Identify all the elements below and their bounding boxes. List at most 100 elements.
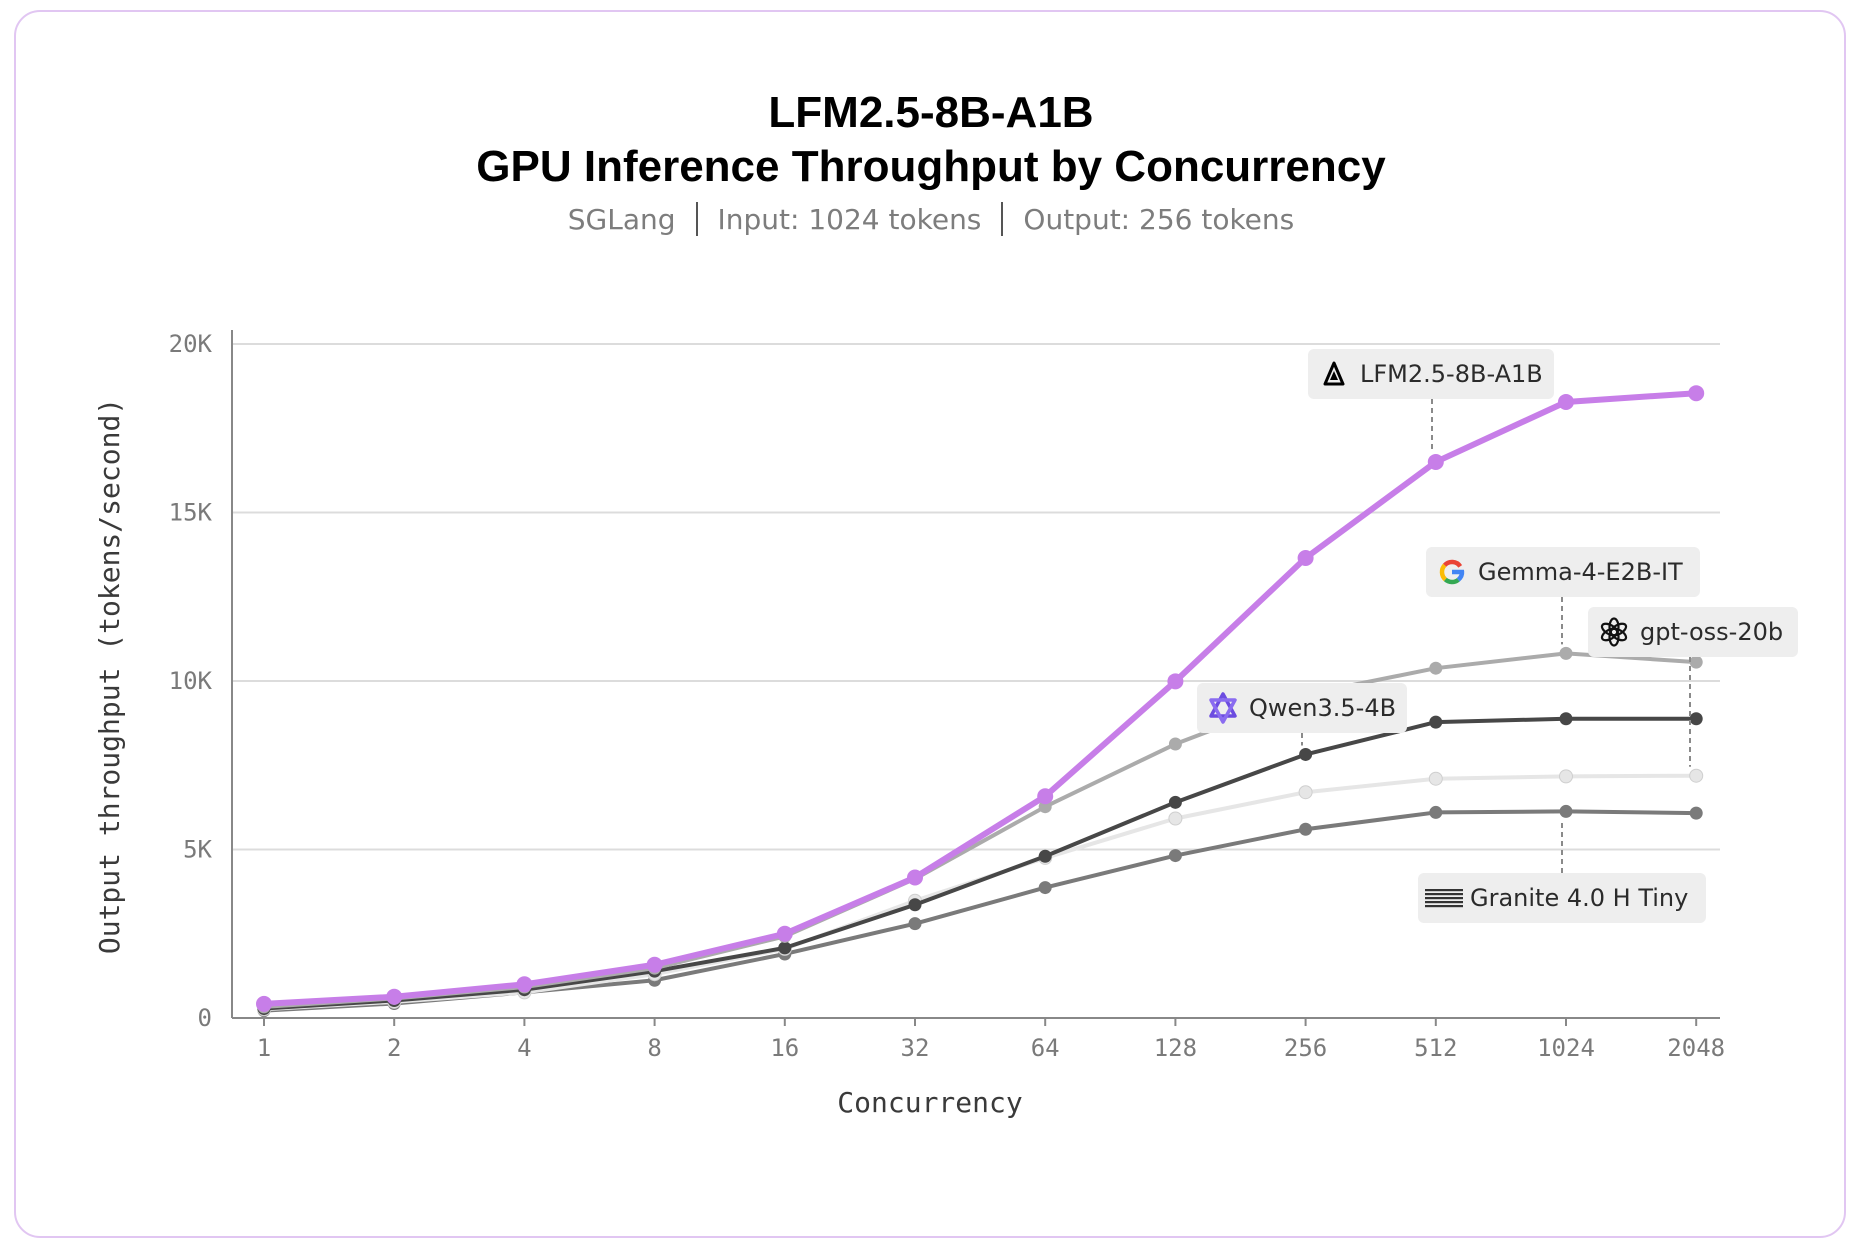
y-tick-label: 15K (169, 499, 213, 527)
x-tick-label: 2 (387, 1034, 401, 1062)
x-tick-label: 8 (647, 1034, 661, 1062)
ibm-logo-stripe (1425, 893, 1463, 896)
data-point (516, 976, 533, 993)
data-point (1427, 453, 1444, 470)
y-tick-label: 10K (169, 667, 213, 695)
x-axis-title: Concurrency (837, 1086, 1022, 1119)
y-tick-label: 5K (183, 836, 212, 864)
series-line (262, 716, 1699, 1011)
subtitle-divider (1001, 202, 1004, 236)
data-point (1688, 385, 1705, 402)
series-lfm2-5-8b-a1b (256, 385, 1705, 1012)
chart-subtitle: SGLang Input: 1024 tokens Output: 256 toke… (0, 202, 1862, 236)
data-point (646, 956, 663, 973)
data-point (1168, 811, 1183, 826)
google-logo-arc (1439, 563, 1448, 582)
data-point (1038, 881, 1052, 895)
chart-card (14, 10, 1846, 1238)
ibm-logo-stripe (1425, 897, 1463, 900)
ibm-logo-stripe (1425, 901, 1463, 904)
data-point (1168, 737, 1182, 751)
series-line (261, 390, 1700, 1007)
callout-label: Qwen3.5-4B (1249, 694, 1396, 722)
data-point (778, 941, 792, 955)
x-tick-label: 2048 (1667, 1034, 1725, 1062)
qwen-logo-icon (1209, 692, 1237, 724)
data-point (1689, 655, 1703, 669)
data-point (1689, 712, 1703, 726)
data-point (1429, 661, 1443, 675)
series-layer (256, 385, 1705, 1018)
callout-box (1197, 683, 1407, 733)
google-logo-arc (1442, 559, 1463, 568)
callout-granite-4-0-h-tiny: Granite 4.0 H Tiny (1418, 820, 1706, 923)
ibm-logo-stripe (1425, 905, 1463, 908)
liquid-logo-shape (1330, 371, 1338, 380)
gridlines (232, 343, 1720, 851)
callout-box (1426, 547, 1700, 597)
callout-qwen3-5-4b: Qwen3.5-4B (1197, 683, 1407, 746)
x-tick-label: 128 (1154, 1034, 1197, 1062)
x-tick-label: 16 (770, 1034, 799, 1062)
ibm-logo-stripe (1425, 889, 1463, 892)
data-point (1038, 849, 1052, 863)
callout-label: LFM2.5-8B-A1B (1360, 360, 1543, 388)
callout-label: Gemma-4-E2B-IT (1478, 558, 1683, 586)
data-point (908, 917, 922, 931)
data-point (1559, 769, 1573, 784)
data-point (1037, 788, 1054, 805)
x-tick-label: 64 (1031, 1034, 1060, 1062)
callout-gemma-4-e2b-it: Gemma-4-E2B-IT (1426, 547, 1700, 645)
x-tick-label: 512 (1414, 1034, 1457, 1062)
liquid-logo-icon (1323, 361, 1345, 386)
x-tick-label: 1024 (1537, 1034, 1595, 1062)
callout-label: Granite 4.0 H Tiny (1470, 884, 1688, 912)
y-tick-label: 20K (169, 330, 213, 358)
callout-box (1588, 607, 1798, 657)
openai-logo-icon (1600, 617, 1628, 647)
liquid-logo-shape (1323, 361, 1345, 386)
qwen-logo-shape (1209, 698, 1237, 724)
series-qwen3-5-4b (257, 712, 1703, 1016)
data-point (1167, 673, 1184, 690)
data-point (1559, 646, 1573, 660)
data-point (1429, 715, 1443, 729)
data-point (1689, 806, 1703, 820)
x-tick-label: 1 (257, 1034, 271, 1062)
subtitle-input: Input: 1024 tokens (717, 203, 982, 236)
data-point (1559, 804, 1573, 818)
ibm-logo-icon (1425, 889, 1463, 908)
series-labels: Granite 4.0 H Tiny gpt-oss-20b Qwen3.5-4B G… (1197, 349, 1798, 923)
data-point (1297, 549, 1314, 566)
callout-label: gpt-oss-20b (1640, 618, 1783, 646)
data-point (1298, 785, 1313, 800)
callout-lfm2-5-8b-a1b: LFM2.5-8B-A1B (1308, 349, 1554, 453)
qwen-logo-shape (1209, 692, 1237, 718)
callout-box (1308, 349, 1554, 399)
title-line-2: GPU Inference Throughput by Concurrency (476, 142, 1386, 191)
google-logo-arc (1443, 577, 1460, 585)
data-point (1428, 771, 1443, 786)
data-point (1168, 849, 1182, 863)
openai-logo-petal (1600, 622, 1619, 637)
callout-box (1418, 873, 1706, 923)
data-point (776, 925, 793, 942)
x-tick-label: 32 (901, 1034, 930, 1062)
title-line-1: LFM2.5-8B-A1B (768, 88, 1094, 137)
data-point (1299, 747, 1313, 761)
data-point (1689, 768, 1704, 783)
subtitle-engine: SGLang (567, 203, 676, 236)
data-point (1299, 822, 1313, 836)
y-axis-title: Output throughput (tokens/second) (93, 398, 126, 954)
chart-title: LFM2.5-8B-A1B GPU Inference Throughput b… (0, 86, 1862, 194)
series-gemma-4-e2b-it (257, 646, 1703, 1014)
x-tick-label: 4 (517, 1034, 531, 1062)
data-point (1558, 393, 1574, 410)
data-point (908, 898, 922, 912)
data-point (1168, 795, 1182, 809)
subtitle-divider (695, 202, 698, 236)
data-point (1429, 805, 1443, 819)
data-point (386, 988, 403, 1005)
axes: 0 5K 10K 15K 20K 1 2 4 8 16 32 64 128 256 512 1024 2048 C… (93, 330, 1725, 1119)
